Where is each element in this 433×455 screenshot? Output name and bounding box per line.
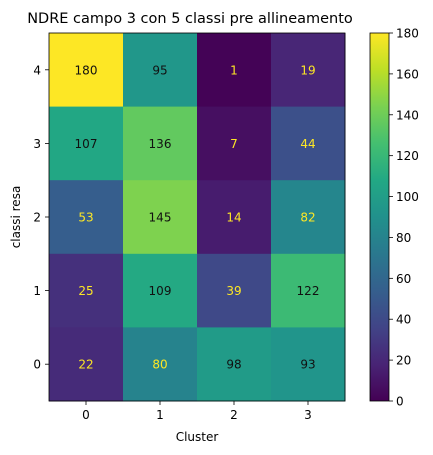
heatmap-cell: [197, 327, 272, 402]
colorbar-tick-label: 20: [396, 354, 411, 368]
colorbar-tick-label: 120: [396, 149, 419, 163]
heatmap-cell: [123, 327, 198, 402]
heatmap-cell: [123, 106, 198, 181]
heatmap-cell: [197, 180, 272, 255]
heatmap-cell: [271, 327, 346, 402]
cell-value-label: 22: [78, 358, 93, 372]
colorbar-tick-label: 180: [396, 27, 419, 41]
cell-value-label: 136: [149, 137, 172, 151]
chart-title: NDRE campo 3 con 5 classi pre allineamen…: [27, 11, 353, 27]
colorbar-ticks: 0 20 40 60 80 100 120 140 160 180: [389, 27, 419, 409]
cell-value-label: 19: [300, 63, 315, 77]
cell-value-label: 122: [297, 284, 320, 298]
heatmap-cell: [271, 180, 346, 255]
heatmap-cell: [49, 327, 124, 402]
colorbar-tick-label: 140: [396, 108, 419, 122]
heatmap-cell: [123, 33, 198, 108]
cell-value-label: 109: [149, 284, 172, 298]
heatmap-cells: [49, 33, 346, 402]
heatmap-cell: [271, 33, 346, 108]
heatmap-cell: [271, 253, 346, 328]
heatmap-cell: [271, 106, 346, 181]
heatmap-cell: [49, 253, 124, 328]
colorbar-tick-label: 60: [396, 272, 411, 286]
cell-value-label: 82: [300, 211, 315, 225]
heatmap-cell: [197, 33, 272, 108]
cell-value-label: 107: [75, 137, 98, 151]
heatmap-cell: [49, 106, 124, 181]
cell-value-label: 145: [149, 211, 172, 225]
cell-value-label: 25: [78, 284, 93, 298]
y-axis-ticks: 4 3 2 1 0: [33, 63, 49, 372]
heatmap-cell: [49, 33, 124, 108]
y-tick-label: 3: [33, 137, 41, 151]
cell-value-label: 7: [230, 137, 238, 151]
cell-value-label: 53: [78, 211, 93, 225]
heatmap-cell: [49, 180, 124, 255]
y-tick-label: 0: [33, 358, 41, 372]
cell-value-label: 98: [226, 358, 241, 372]
heatmap-cell: [123, 180, 198, 255]
x-axis-ticks: 0 1 2 3: [82, 401, 312, 422]
cell-value-label: 80: [152, 358, 167, 372]
heatmap-cell-labels: 180 95 1 19 107 136 7 44 53 145 14 82 25 109 39 122 22 80…: [75, 63, 320, 371]
y-tick-label: 4: [33, 63, 41, 77]
x-tick-label: 2: [230, 408, 238, 422]
heatmap-cell: [197, 106, 272, 181]
cell-value-label: 95: [152, 63, 167, 77]
x-tick-label: 3: [304, 408, 312, 422]
x-axis-label: Cluster: [176, 430, 219, 444]
x-tick-label: 0: [82, 408, 90, 422]
colorbar-tick-label: 40: [396, 313, 411, 327]
cell-value-label: 93: [300, 358, 315, 372]
y-tick-label: 1: [33, 284, 41, 298]
x-tick-label: 1: [156, 408, 164, 422]
colorbar: [369, 32, 390, 402]
heatmap-cell: [123, 253, 198, 328]
cell-value-label: 180: [75, 63, 98, 77]
colorbar-tick-label: 80: [396, 231, 411, 245]
cell-value-label: 39: [226, 284, 241, 298]
cell-value-label: 14: [226, 211, 241, 225]
colorbar-tick-label: 0: [396, 395, 404, 409]
y-axis-label: classi resa: [9, 186, 23, 249]
colorbar-tick-label: 100: [396, 190, 419, 204]
cell-value-label: 44: [300, 137, 315, 151]
y-tick-label: 2: [33, 211, 41, 225]
heatmap-cell: [197, 253, 272, 328]
colorbar-tick-label: 160: [396, 67, 419, 81]
cell-value-label: 1: [230, 63, 238, 77]
